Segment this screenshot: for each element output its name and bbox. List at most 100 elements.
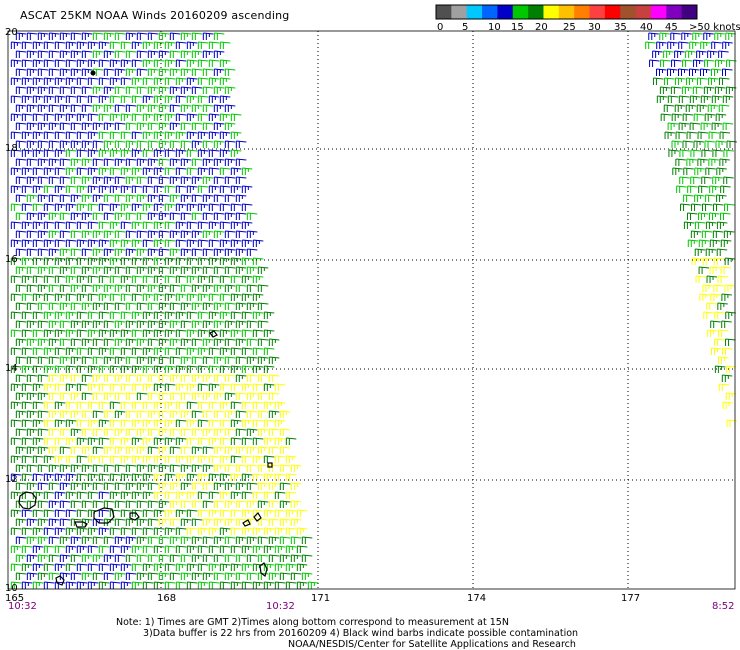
wind-barb [21,185,33,193]
wind-barb [274,401,286,409]
wind-barb [131,581,143,589]
wind-barb [224,482,236,490]
wind-barb [158,482,170,490]
wind-barb [142,275,154,283]
wind-barb [26,518,38,526]
wind-barb [224,518,236,526]
wind-barb [15,356,27,364]
wind-barb [43,491,55,499]
wind-barb [164,239,176,247]
wind-barb [714,32,725,40]
wind-barb [230,329,242,337]
wind-barb [701,176,712,184]
wind-barb [81,104,93,112]
wind-barb [81,230,93,238]
wind-barb [219,275,231,283]
wind-barb [186,509,198,517]
wind-barb [202,572,214,580]
wind-barb [131,527,143,535]
wind-barb [70,446,82,454]
wind-barb [718,50,729,58]
wind-barb [131,491,143,499]
wind-barb [713,257,725,265]
wind-barb [109,149,121,157]
wind-barb [186,95,198,103]
wind-barb [70,212,82,220]
wind-barb [663,77,675,85]
wind-barb [696,50,707,58]
wind-barb [54,365,66,373]
wind-barb [26,302,38,310]
wind-barb [37,266,49,274]
wind-barb [670,86,682,94]
wind-barb [92,356,104,364]
wind-barb [219,419,231,427]
wind-barb [131,131,143,139]
wind-barb [65,77,77,85]
wind-barb [191,482,203,490]
wind-barb [707,329,718,337]
wind-barb [675,158,686,166]
wind-barb [158,374,170,382]
wind-barb [224,194,236,202]
wind-barb [175,221,187,229]
wind-barb [191,68,203,76]
wind-barb [131,149,143,157]
wind-barb [98,527,110,535]
wind-barb [153,41,165,49]
wind-barb [164,149,176,157]
wind-barb [202,410,214,418]
wind-barb [175,563,187,571]
wind-barb [48,32,60,40]
wind-barb [65,437,77,445]
wind-barb [208,437,220,445]
wind-barb [213,572,225,580]
wind-barb [125,68,137,76]
wind-barb [252,311,264,319]
wind-barb [21,41,33,49]
wind-barb [125,356,137,364]
wind-barb [136,32,148,40]
wind-barb [65,311,77,319]
wind-barb [230,239,242,247]
wind-barb [114,302,126,310]
wind-barb [164,401,176,409]
wind-barb [175,527,187,535]
wind-barb [103,392,115,400]
wind-barb [92,176,104,184]
wind-barb [131,293,143,301]
wind-barb [37,176,49,184]
wind-barb [164,329,176,337]
wind-barb [114,248,126,256]
wind-barb [59,86,71,94]
wind-barb [109,401,121,409]
wind-barb [153,293,165,301]
wind-barb [32,257,44,265]
wind-barb [48,446,60,454]
wind-barb [720,266,732,274]
island-outline [209,330,218,338]
wind-barb [114,428,126,436]
wind-barb [87,221,99,229]
wind-barb [54,419,66,427]
wind-barb [708,212,720,220]
wind-barb [186,185,198,193]
wind-barb [76,455,88,463]
wind-barb [263,347,275,355]
wind-barb [656,41,667,49]
wind-barb [169,302,181,310]
wind-barb [103,194,115,202]
wind-barb [136,248,148,256]
wind-barb [726,419,738,427]
wind-barb [197,257,209,265]
wind-barb [274,455,286,463]
wind-barb [43,167,55,175]
wind-barb [81,284,93,292]
wind-barb [98,77,110,85]
wind-barb [158,50,170,58]
wind-barb [136,68,148,76]
wind-barb [54,131,66,139]
wind-barb [186,221,198,229]
wind-barb [246,356,258,364]
wind-barb [213,518,225,526]
